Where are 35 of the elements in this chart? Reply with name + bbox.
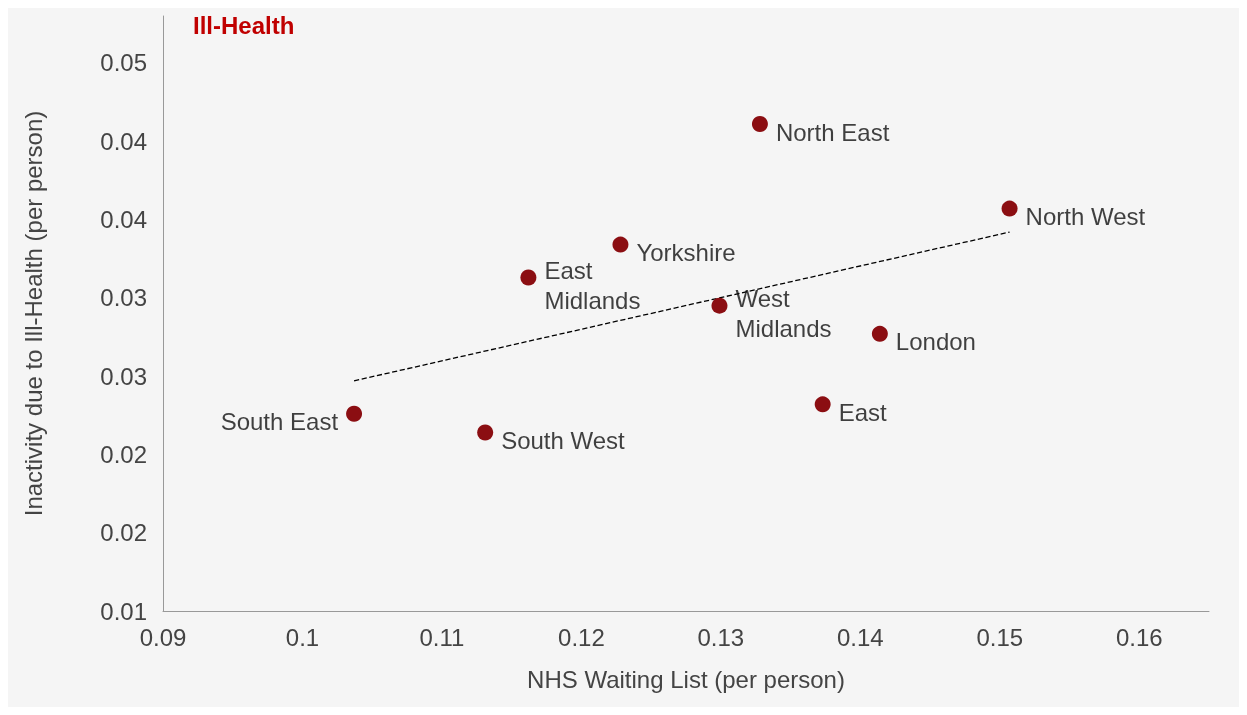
chart-title: Ill-Health <box>193 11 295 39</box>
y-tick-label: 0.04 <box>100 127 147 155</box>
x-tick-label: 0.14 <box>836 623 884 651</box>
x-tick-label: 0.13 <box>697 623 745 651</box>
annotation: East <box>838 398 888 426</box>
point <box>814 396 831 413</box>
y-tick-label: 0.02 <box>100 519 147 547</box>
point <box>477 424 494 441</box>
annotation: London <box>895 328 976 356</box>
y-tick-label: 0.05 <box>100 49 147 77</box>
annotation: South West <box>501 427 626 454</box>
x-tick-label: 0.15 <box>976 623 1024 651</box>
point <box>346 405 363 422</box>
y-axis-title: Inactivity due to Ill-Health (per person) <box>19 110 47 517</box>
x-tick-label: 0.12 <box>558 623 605 651</box>
x-tick-label: 0.11 <box>419 623 465 651</box>
annotation: West Midlands <box>735 285 832 343</box>
y-tick-label: 0.01 <box>100 597 147 625</box>
annotation: South East <box>220 408 339 436</box>
point <box>751 116 768 133</box>
annotation: North East <box>775 118 890 146</box>
x-axis-title: NHS Waiting List (per person) <box>527 665 845 693</box>
x-tick-label: 0.16 <box>1115 623 1163 651</box>
y-tick-label: 0.03 <box>100 362 147 390</box>
x-tick-label: 0.09 <box>139 623 187 651</box>
point <box>612 236 629 253</box>
point <box>520 269 537 286</box>
y-tick-label: 0.02 <box>100 440 147 468</box>
y-tick-label: 0.03 <box>100 284 147 312</box>
y-tick-label: 0.04 <box>100 206 147 234</box>
x-tick-label: 0.1 <box>285 623 320 651</box>
point <box>1001 200 1018 217</box>
point <box>871 325 888 342</box>
annotation: North West <box>1025 203 1146 231</box>
point <box>711 297 728 314</box>
